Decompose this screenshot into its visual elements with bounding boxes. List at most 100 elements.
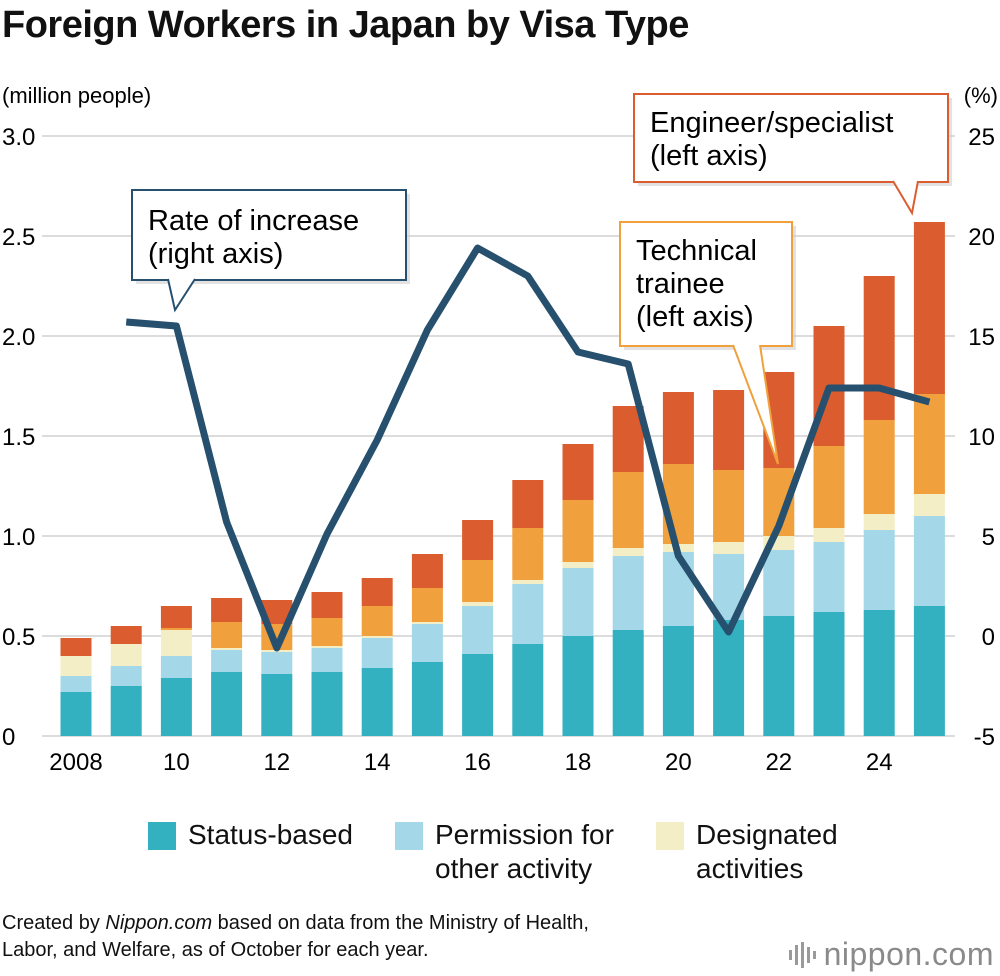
callouts: Rate of increase(right axis) Technicaltra… [131,93,952,465]
callout-box [131,189,407,281]
right-tick-label: -5 [974,724,995,751]
bar-segment-technical-trainee [462,560,494,602]
bar-segment-designated [110,644,142,666]
bar-segment-status-based [913,606,945,736]
right-tick-label: 20 [968,224,995,251]
bar-segment-technical-trainee [311,618,343,646]
bar-segment-engineer [512,480,544,528]
x-tick-label: 24 [866,749,893,776]
bar-segment-status-based [512,644,544,736]
right-tick-label: 5 [982,524,995,551]
callout-pointer [732,344,779,465]
callout-text: (right axis) [148,238,283,270]
legend-item-permission: Permission for other activity [395,818,614,886]
left-tick-label: 2.5 [2,224,35,251]
bar-segment-status-based [60,692,92,736]
bar-segment-status-based [311,672,343,736]
bar-segment-engineer [160,606,192,628]
right-axis-unit: (%) [964,83,998,108]
bar-segment-engineer [211,598,243,622]
bar-segment-designated [562,562,594,568]
right-tick-label: 25 [968,124,995,151]
bar-segment-designated [411,622,443,624]
x-tick-label: 12 [263,749,290,776]
footer-line-2: Labor, and Welfare, as of October for ea… [2,939,429,961]
callout-text: Engineer/specialist [650,107,893,139]
bar-segment-status-based [863,610,895,736]
bar-segment-permission [211,650,243,672]
rate-of-increase-line-group [125,244,931,652]
bar-segment-status-based [211,672,243,736]
x-tick-label: 10 [163,749,190,776]
bar-segment-permission [813,542,845,612]
bar-segment-technical-trainee [361,606,393,636]
bar-segment-engineer [110,626,142,644]
bar-segment-technical-trainee [913,394,945,494]
legend-swatch-status-based [148,822,176,850]
bar-segment-designated [713,542,745,554]
x-tick-label: 18 [565,749,592,776]
logo-text: nippon.com [823,936,994,972]
callout-text: Technical [636,235,757,267]
bar-segment-designated [60,656,92,676]
legend-label-permission: Permission for other activity [435,819,614,884]
bar-segment-engineer [361,578,393,606]
bar-segment-technical-trainee [612,472,644,548]
right-tick-label: 10 [968,424,995,451]
legend-swatch-designated [656,822,684,850]
right-tick-label: 0 [982,624,995,651]
bar-segment-engineer [311,592,343,618]
x-tick-label: 20 [665,749,692,776]
callout-pointer-fill [168,279,195,310]
x-tick-label: 22 [765,749,792,776]
bar-segment-engineer [60,638,92,656]
bar-segment-designated [863,514,895,530]
foreign-workers-chart: (million people) (%) 0 0.5 1.0 1.5 2.0 2.5 3.0… [2,83,998,776]
callout-pointer-fill [893,181,918,213]
footer-line-1: Created by Nippon.com based on data from… [2,910,589,937]
callout-text: Rate of increase [148,205,359,237]
bar-segment-technical-trainee [562,500,594,562]
left-tick-label: 0.5 [2,624,35,651]
left-tick-label: 2.0 [2,324,35,351]
bar-segment-status-based [411,662,443,736]
bar-segment-engineer [462,520,494,560]
footer-prefix: Created by [2,912,106,934]
bar-segment-status-based [713,620,745,736]
x-tick-label: 16 [464,749,491,776]
legend-item-status-based: Status-based [148,818,353,852]
left-tick-label: 1.0 [2,524,35,551]
legend-label-designated: Designated activities [696,819,838,884]
bar-segment-designated [361,636,393,638]
bar-segment-permission [261,652,293,674]
callout-text: trainee [636,268,725,300]
x-tick-label: 14 [364,749,391,776]
bar-segment-engineer [713,390,745,470]
bar-segment-designated [211,648,243,650]
bar-segment-permission [60,676,92,692]
bar-segment-permission [411,624,443,662]
bar-segment-status-based [813,612,845,736]
left-tick-label: 1.5 [2,424,35,451]
callout-pointer [167,278,196,313]
footer-source: Nippon.com [105,912,213,934]
bar-segment-status-based [160,678,192,736]
bar-segment-engineer [562,444,594,500]
bar-segment-designated [160,630,192,656]
bar-segment-permission [763,550,795,616]
callout-pointer [892,180,919,216]
callout-box [619,221,793,347]
left-tick-label: 3.0 [2,124,35,151]
bar-segment-technical-trainee [863,420,895,514]
legend-label-status-based: Status-based [188,819,353,850]
callout-text: (left axis) [650,140,768,172]
stacked-bars [60,222,945,736]
bar-segment-permission [662,552,694,626]
footer-note: Created by Nippon.com based on data from… [2,910,589,964]
right-tick-label: 15 [968,324,995,351]
sound-wave-icon [788,941,816,968]
callout-engineer-specialist: Engineer/specialist(left axis) [633,93,952,216]
bar-segment-status-based [110,686,142,736]
axis-labels: 0 0.5 1.0 1.5 2.0 2.5 3.0 -5 0 5 10 15 20 25 2008 10 12 1… [2,124,995,776]
